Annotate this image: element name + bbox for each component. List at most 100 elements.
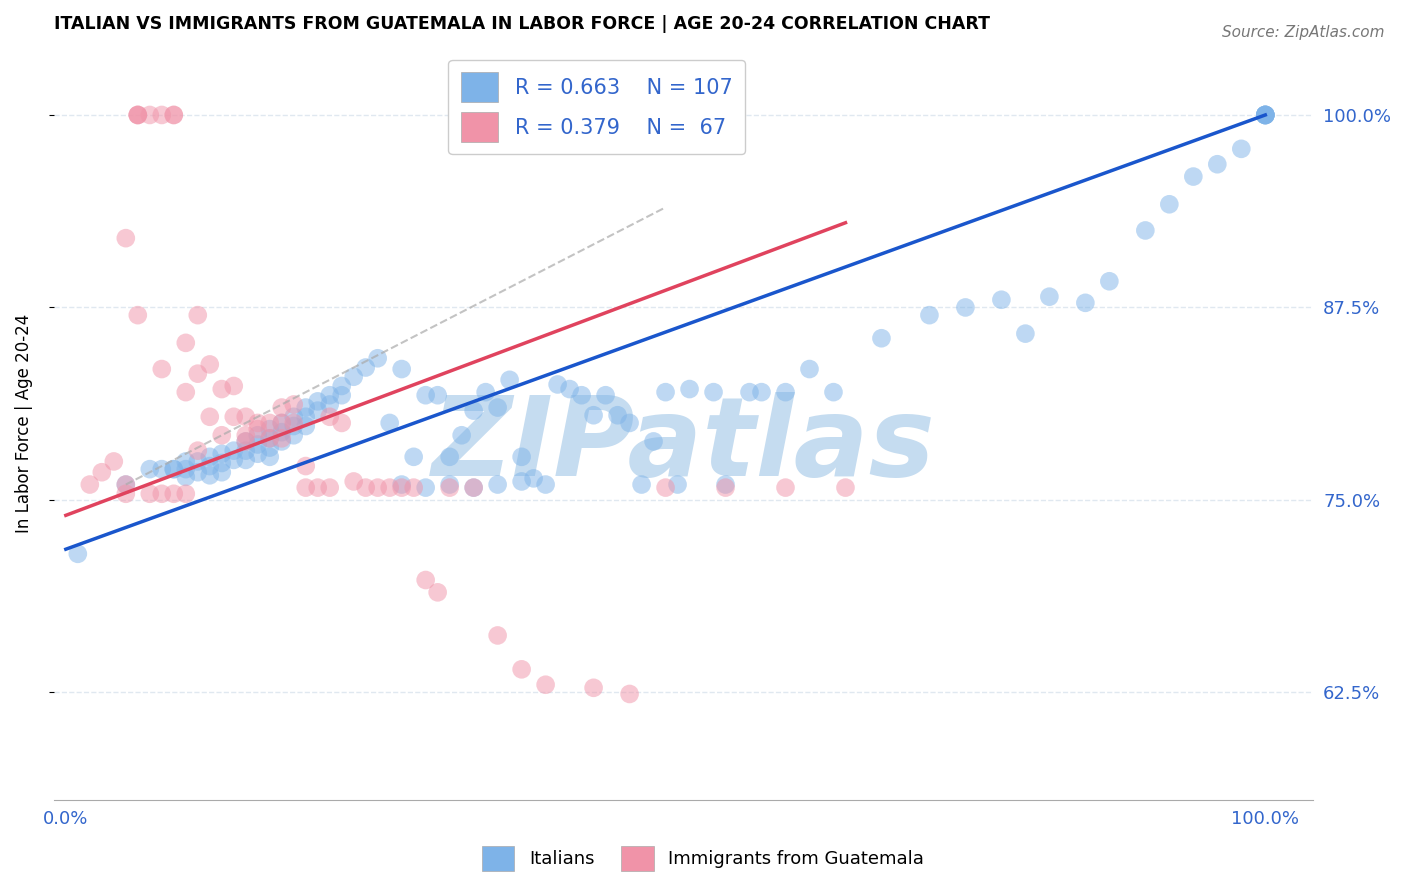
- Point: [354, 360, 377, 375]
- Point: [510, 450, 533, 464]
- Point: [918, 308, 941, 322]
- Point: [198, 458, 221, 473]
- Point: [1135, 223, 1157, 237]
- Point: [174, 454, 197, 468]
- Point: [415, 573, 437, 587]
- Point: [283, 416, 305, 430]
- Point: [1254, 108, 1277, 122]
- Point: [343, 369, 366, 384]
- Point: [319, 481, 342, 495]
- Point: [354, 481, 377, 495]
- Point: [463, 403, 485, 417]
- Point: [474, 385, 496, 400]
- Point: [450, 428, 472, 442]
- Point: [510, 475, 533, 489]
- Point: [270, 416, 292, 430]
- Point: [90, 465, 112, 479]
- Point: [415, 481, 437, 495]
- Point: [307, 481, 329, 495]
- Point: [367, 481, 389, 495]
- Point: [294, 419, 316, 434]
- Point: [294, 409, 316, 424]
- Point: [307, 403, 329, 417]
- Point: [235, 434, 257, 449]
- Point: [666, 477, 689, 491]
- Point: [678, 382, 700, 396]
- Point: [571, 388, 593, 402]
- Point: [174, 335, 197, 350]
- Point: [1254, 108, 1277, 122]
- Point: [738, 385, 761, 400]
- Point: [246, 447, 269, 461]
- Point: [259, 422, 281, 436]
- Point: [307, 394, 329, 409]
- Point: [187, 308, 209, 322]
- Point: [391, 362, 413, 376]
- Point: [235, 434, 257, 449]
- Point: [463, 481, 485, 495]
- Point: [235, 428, 257, 442]
- Point: [222, 443, 245, 458]
- Point: [283, 419, 305, 434]
- Point: [714, 477, 737, 491]
- Point: [235, 443, 257, 458]
- Point: [582, 409, 605, 423]
- Point: [294, 481, 316, 495]
- Point: [775, 385, 797, 400]
- Point: [799, 362, 821, 376]
- Point: [235, 409, 257, 424]
- Point: [319, 397, 342, 411]
- Point: [294, 458, 316, 473]
- Point: [150, 362, 173, 376]
- Point: [319, 388, 342, 402]
- Point: [174, 487, 197, 501]
- Point: [139, 462, 162, 476]
- Point: [163, 462, 186, 476]
- Point: [486, 628, 509, 642]
- Point: [127, 108, 149, 122]
- Point: [619, 416, 641, 430]
- Point: [270, 425, 292, 440]
- Point: [510, 662, 533, 676]
- Point: [114, 477, 136, 491]
- Point: [955, 301, 977, 315]
- Point: [163, 108, 186, 122]
- Point: [702, 385, 724, 400]
- Point: [211, 456, 233, 470]
- Point: [1038, 290, 1060, 304]
- Point: [534, 477, 557, 491]
- Point: [114, 477, 136, 491]
- Point: [283, 428, 305, 442]
- Point: [246, 428, 269, 442]
- Point: [139, 487, 162, 501]
- Point: [163, 487, 186, 501]
- Point: [187, 454, 209, 468]
- Point: [402, 481, 425, 495]
- Point: [246, 422, 269, 436]
- Point: [1098, 274, 1121, 288]
- Point: [163, 462, 186, 476]
- Point: [330, 416, 353, 430]
- Point: [187, 443, 209, 458]
- Point: [582, 681, 605, 695]
- Point: [870, 331, 893, 345]
- Point: [1254, 108, 1277, 122]
- Point: [174, 462, 197, 476]
- Point: [198, 358, 221, 372]
- Point: [259, 450, 281, 464]
- Point: [139, 108, 162, 122]
- Legend: Italians, Immigrants from Guatemala: Italians, Immigrants from Guatemala: [475, 838, 931, 879]
- Point: [619, 687, 641, 701]
- Point: [486, 401, 509, 415]
- Point: [270, 434, 292, 449]
- Point: [211, 465, 233, 479]
- Point: [823, 385, 845, 400]
- Point: [270, 431, 292, 445]
- Point: [259, 441, 281, 455]
- Point: [235, 453, 257, 467]
- Point: [1074, 295, 1097, 310]
- Point: [415, 388, 437, 402]
- Point: [595, 388, 617, 402]
- Point: [714, 481, 737, 495]
- Point: [66, 547, 89, 561]
